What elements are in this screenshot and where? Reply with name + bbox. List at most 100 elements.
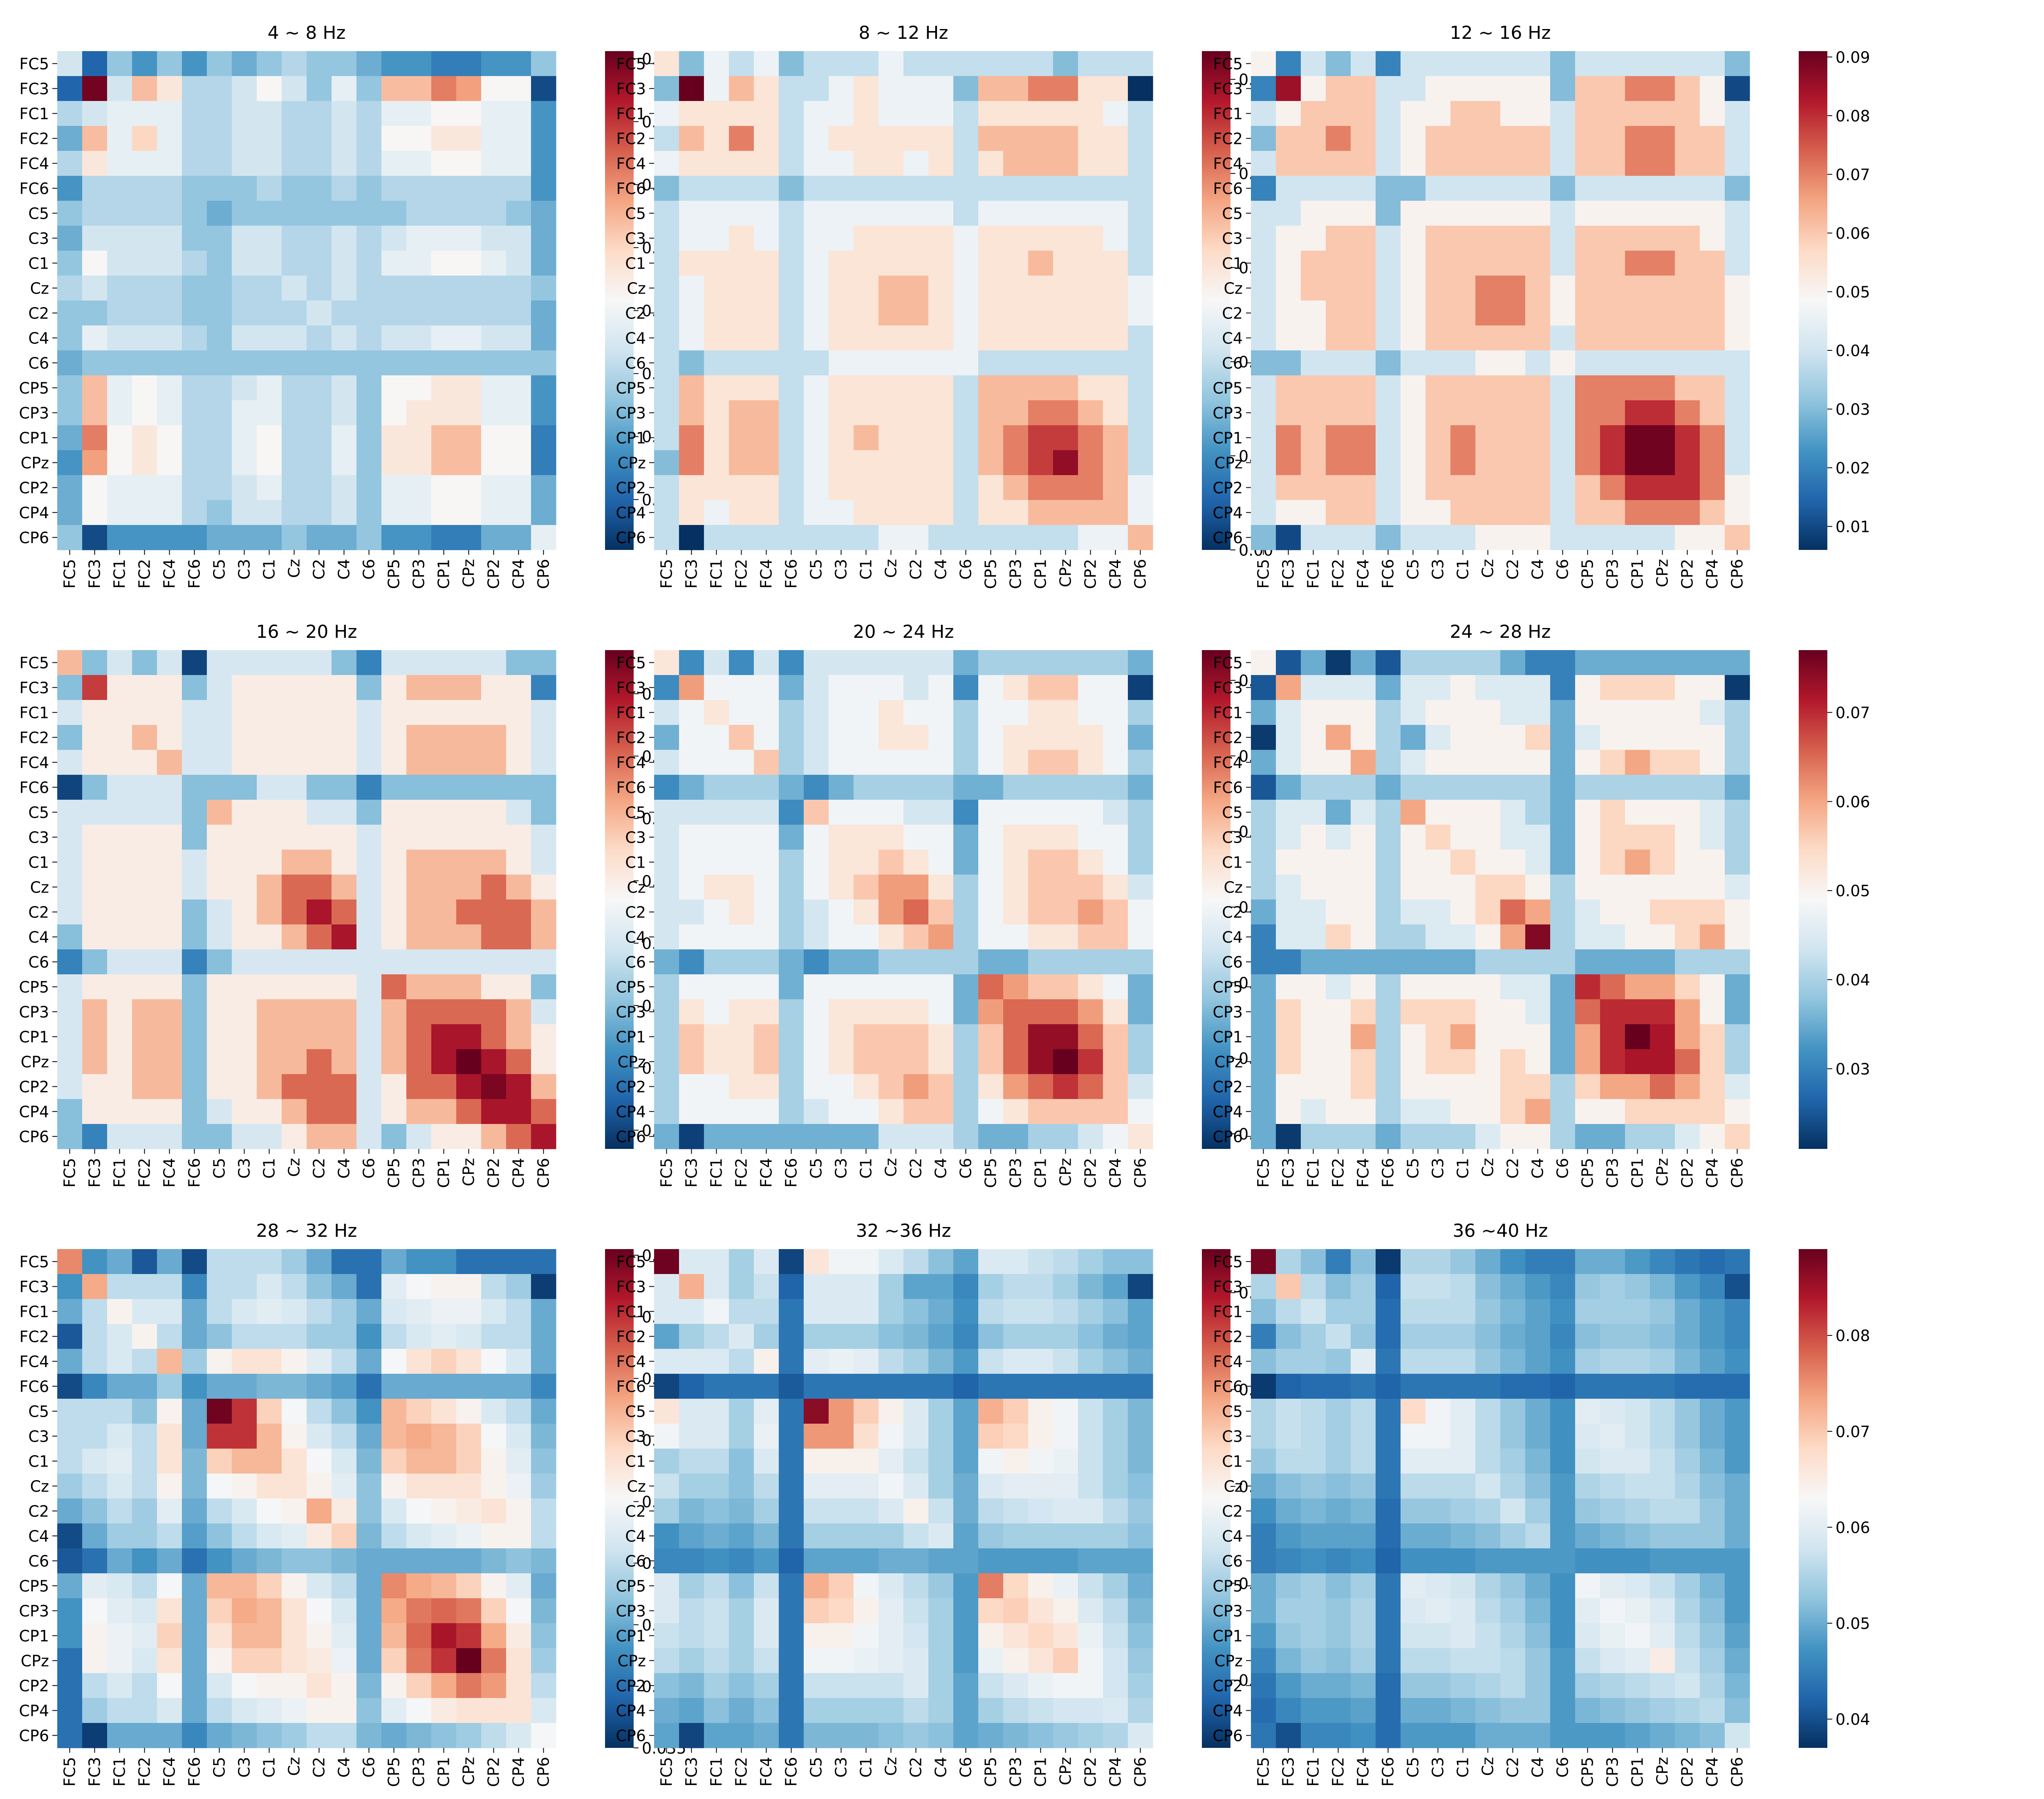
heatmap-cell <box>132 900 157 925</box>
heatmap-cell <box>182 226 207 251</box>
heatmap-cell <box>1028 1124 1053 1149</box>
heatmap-cell <box>257 475 282 500</box>
heatmap-cell <box>1078 1124 1103 1149</box>
heatmap-cell <box>1053 775 1078 800</box>
heatmap-cell <box>182 1523 207 1549</box>
heatmap-cell <box>779 1074 804 1099</box>
heatmap-cell <box>431 999 457 1025</box>
heatmap-cell <box>282 1099 307 1124</box>
heatmap-cell <box>1078 1424 1103 1449</box>
heatmap-cell <box>1475 675 1501 700</box>
y-tick-label: CP2 <box>19 1078 49 1096</box>
heatmap-cell <box>928 1299 954 1324</box>
colorbar-tick-label: 0.05 <box>1836 882 1870 900</box>
heatmap-cell <box>506 825 531 850</box>
heatmap-cell <box>481 1573 507 1599</box>
y-tick-label: FC4 <box>1213 1353 1243 1371</box>
heatmap-cell <box>481 675 507 700</box>
x-tick-label: CP2 <box>485 1158 503 1188</box>
heatmap-cell <box>754 475 779 500</box>
heatmap-cell <box>679 1024 704 1050</box>
x-tick-label: FC4 <box>1354 559 1372 589</box>
heatmap-cell <box>1078 201 1103 226</box>
heatmap-cell <box>953 725 979 750</box>
heatmap-cell <box>1425 1074 1451 1099</box>
heatmap-cell <box>132 999 157 1025</box>
heatmap-cell <box>1028 1324 1053 1349</box>
heatmap-cell <box>82 1399 108 1424</box>
heatmap-cell <box>157 325 182 351</box>
heatmap-cell <box>332 949 357 975</box>
heatmap-cell <box>1500 201 1526 226</box>
heatmap-cell <box>1326 1274 1351 1299</box>
heatmap-cell <box>654 700 679 725</box>
heatmap-cell <box>754 1024 779 1050</box>
heatmap-cell <box>754 1449 779 1474</box>
heatmap-cell <box>1700 201 1725 226</box>
heatmap-cell <box>1575 1074 1600 1099</box>
heatmap-cell <box>1700 76 1725 101</box>
heatmap-cell <box>456 750 482 775</box>
heatmap-cell <box>854 301 879 326</box>
heatmap-cell <box>82 1598 108 1624</box>
heatmap-cell <box>307 1449 332 1474</box>
heatmap-cell <box>903 1374 929 1399</box>
heatmap-cell <box>704 475 729 500</box>
y-tick-label: C6 <box>28 953 49 971</box>
heatmap-cell <box>1128 1299 1153 1324</box>
heatmap-cell <box>1600 1074 1625 1099</box>
heatmap-cell <box>1475 1099 1501 1124</box>
heatmap-cell <box>1103 650 1128 675</box>
heatmap-cell <box>1376 1424 1401 1449</box>
heatmap-cell <box>356 1673 382 1698</box>
heatmap-cell <box>506 525 531 550</box>
heatmap-cell <box>1028 1299 1053 1324</box>
y-tick-label: C5 <box>625 205 646 223</box>
heatmap-cell <box>182 1274 207 1299</box>
heatmap-cell <box>654 1474 679 1499</box>
heatmap-cell <box>431 775 457 800</box>
heatmap-cell <box>1078 1374 1103 1399</box>
heatmap-cell <box>1028 201 1053 226</box>
x-tick-label: FC6 <box>782 1158 800 1188</box>
heatmap-cell <box>381 475 407 500</box>
heatmap-cell <box>57 875 83 900</box>
y-tick-label: CP2 <box>616 479 646 497</box>
heatmap-cell <box>481 301 507 326</box>
heatmap-cell <box>531 1424 556 1449</box>
heatmap-cell <box>1475 251 1501 276</box>
heatmap-cell <box>506 1099 531 1124</box>
heatmap-cell <box>1700 51 1725 76</box>
heatmap-cell <box>953 1349 979 1374</box>
heatmap-cell <box>1725 1573 1750 1599</box>
heatmap-cell <box>207 900 232 925</box>
heatmap-cell <box>679 775 704 800</box>
heatmap-cell <box>456 1324 482 1349</box>
heatmap-cell <box>282 974 307 1000</box>
heatmap-cell <box>282 251 307 276</box>
heatmap-cell <box>82 301 108 326</box>
heatmap-cell <box>879 425 904 451</box>
heatmap-cell <box>1251 800 1276 825</box>
y-tick-label: CP1 <box>1213 1627 1243 1645</box>
heatmap-cell <box>1675 276 1700 301</box>
heatmap-cell <box>679 176 704 201</box>
heatmap-cell <box>1425 325 1451 351</box>
heatmap-cell <box>182 475 207 500</box>
heatmap-cell <box>1725 750 1750 775</box>
heatmap-cell <box>1675 775 1700 800</box>
heatmap-cell <box>531 450 556 476</box>
colorbar <box>1799 51 1827 550</box>
heatmap-cell <box>1650 325 1675 351</box>
y-tick-label: CP1 <box>616 1627 646 1645</box>
heatmap-cell <box>332 450 357 476</box>
heatmap-cell <box>257 301 282 326</box>
heatmap-cell <box>1103 1573 1128 1599</box>
heatmap-cell <box>754 850 779 875</box>
heatmap-cell <box>1053 450 1078 476</box>
heatmap-cell <box>953 1374 979 1399</box>
heatmap-cell <box>1351 1598 1376 1624</box>
colorbar-tick-label: 0.05 <box>1836 1615 1870 1633</box>
x-tick-label: Cz <box>882 1158 900 1177</box>
heatmap-cell <box>1700 151 1725 176</box>
